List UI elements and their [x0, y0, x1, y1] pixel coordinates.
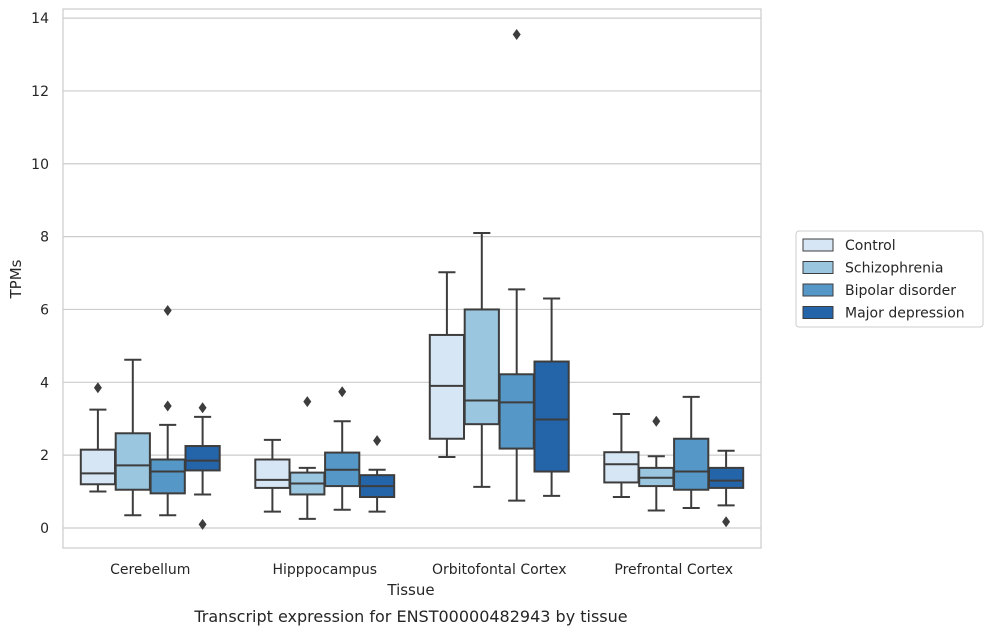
box-group — [603, 412, 640, 499]
legend-items: Control Schizophrenia Bipolar disorder Majo… — [802, 238, 965, 322]
outlier-point — [163, 400, 172, 412]
legend-swatch — [802, 283, 834, 297]
outlier-point — [722, 516, 731, 528]
legend-swatch — [802, 238, 834, 252]
y-tick-label: 0 — [40, 521, 49, 537]
y-tick-label: 10 — [31, 157, 49, 173]
box-group — [79, 382, 117, 493]
box-group — [533, 297, 570, 497]
legend-item: Major depression — [802, 306, 965, 322]
outlier-point — [93, 382, 102, 394]
box — [184, 445, 221, 472]
y-tick-label: 14 — [31, 11, 49, 27]
legend-item: Control — [802, 238, 896, 254]
legend-label: Schizophrenia — [845, 261, 943, 277]
y-tick-label: 2 — [40, 448, 49, 464]
outlier-point — [198, 402, 207, 414]
box-group — [707, 449, 745, 528]
box — [707, 466, 745, 489]
box — [114, 432, 151, 491]
x-tick-label: Orbitofontal Cortex — [432, 562, 567, 578]
gridlines — [63, 17, 761, 529]
y-tick-label: 4 — [40, 375, 49, 391]
x-tick-label: Hipppocampus — [272, 562, 377, 578]
box-group — [498, 28, 535, 502]
legend-item: Bipolar disorder — [802, 283, 956, 299]
y-tick-label: 12 — [31, 84, 49, 100]
x-axis-label: Tissue — [386, 581, 434, 599]
legend-swatch — [802, 261, 834, 274]
legend-swatch — [802, 306, 834, 319]
box-group — [428, 271, 466, 458]
box-group — [289, 396, 326, 520]
box-group — [324, 386, 361, 511]
y-tick-label: 6 — [40, 302, 49, 318]
box-plots — [79, 28, 745, 530]
x-tick-label: Prefrontal Cortex — [614, 562, 733, 578]
legend: Control Schizophrenia Bipolar disorder Majo… — [795, 230, 984, 328]
box — [463, 308, 500, 426]
legend-frame — [795, 230, 984, 328]
box-group — [114, 358, 151, 517]
box-group — [463, 231, 500, 488]
box-group — [184, 402, 221, 530]
y-tick-labels: 0 2 4 6 8 10 12 14 — [31, 11, 49, 537]
y-axis-label: TPMs — [7, 259, 25, 299]
figure-caption: Transcript expression for ENST0000048294… — [193, 607, 627, 626]
outlier-point — [303, 396, 312, 408]
box-group — [254, 438, 291, 513]
box — [149, 458, 186, 495]
legend-label: Control — [845, 238, 896, 254]
x-tick-labels: Cerebellum Hipppocampus Orbitofontal Corte… — [110, 562, 733, 578]
legend-item: Schizophrenia — [802, 261, 943, 277]
plot-area-frame — [62, 8, 762, 549]
outlier-point — [163, 305, 172, 317]
box — [673, 437, 710, 491]
outlier-point — [373, 435, 382, 447]
outlier-point — [652, 415, 661, 427]
box — [254, 458, 291, 489]
box — [603, 451, 640, 484]
box-group — [638, 415, 675, 512]
outlier-point — [198, 518, 207, 530]
outlier-point — [338, 386, 347, 398]
box — [533, 360, 570, 473]
box — [79, 448, 117, 486]
legend-label: Bipolar disorder — [845, 283, 956, 299]
box — [498, 373, 535, 450]
y-tick-label: 8 — [40, 230, 49, 246]
x-tick-label: Cerebellum — [110, 562, 190, 578]
outlier-point — [512, 28, 521, 40]
legend-label: Major depression — [845, 306, 965, 322]
box-group — [149, 305, 186, 517]
box-group — [673, 395, 710, 509]
box-group — [358, 435, 396, 513]
